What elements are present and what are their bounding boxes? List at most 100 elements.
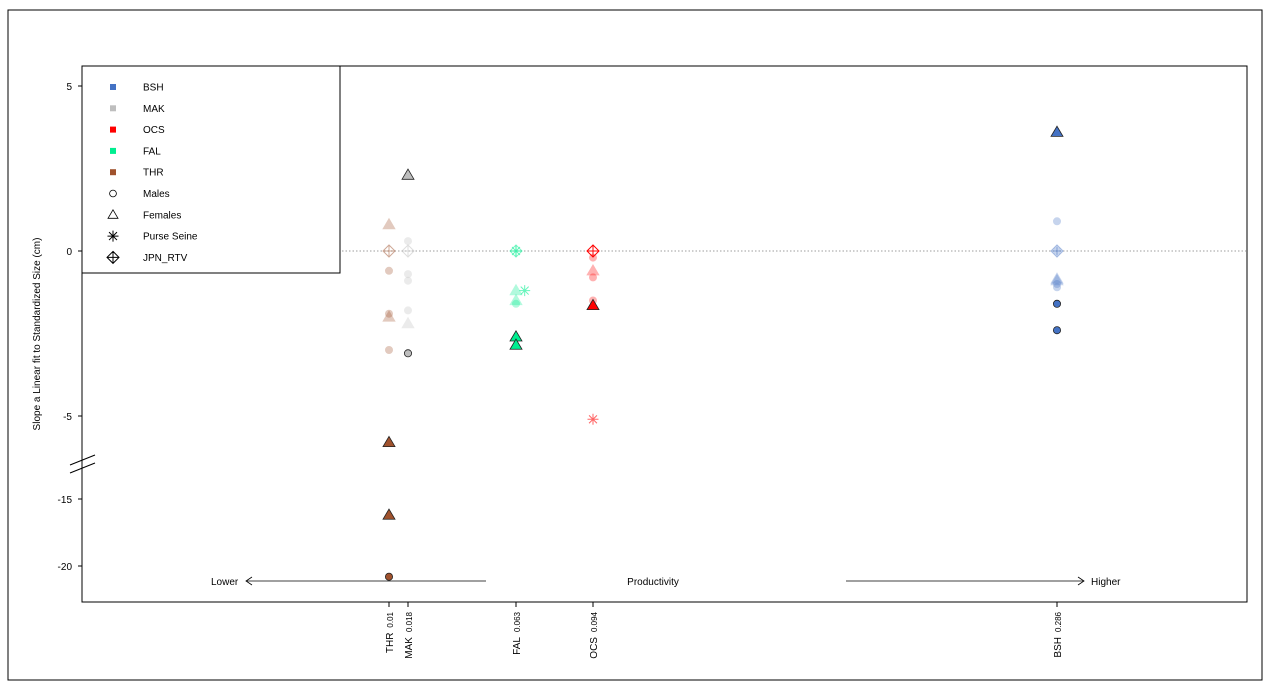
y-axis: 5 0 -5 -15 -20 bbox=[58, 82, 82, 573]
data-point-circle bbox=[1053, 246, 1062, 255]
axis-break-mark bbox=[69, 454, 96, 466]
x-tick-species: BSH bbox=[1053, 637, 1064, 658]
data-point-triangle bbox=[401, 168, 415, 180]
legend-label: FAL bbox=[143, 146, 161, 157]
data-point-triangle bbox=[1050, 125, 1064, 137]
data-point-triangle bbox=[382, 310, 396, 322]
data-point-circle bbox=[1053, 279, 1062, 288]
productivity-axis: Lower Productivity Higher bbox=[211, 576, 1121, 588]
legend-box bbox=[81, 65, 341, 274]
data-point-triangle bbox=[382, 435, 396, 447]
legend-label: OCS bbox=[143, 125, 165, 136]
data-point-circle bbox=[384, 572, 393, 581]
data-point-circle bbox=[1053, 283, 1062, 292]
data-point-circle bbox=[384, 345, 393, 354]
series-mak bbox=[401, 168, 415, 358]
data-point-triangle bbox=[1050, 272, 1064, 284]
legend-entry: Females bbox=[107, 209, 181, 221]
legend-diamond-plus-symbol bbox=[106, 250, 120, 265]
data-point-triangle bbox=[401, 316, 415, 329]
x-tick-productivity: 0.286 bbox=[1054, 611, 1063, 632]
x-tick-productivity: 0.063 bbox=[513, 611, 522, 632]
x-axis: THR 0.01 MAK 0.018 FAL 0.063 OCS 0.094 BSH 0.286 bbox=[385, 602, 1064, 659]
data-point-triangle bbox=[509, 293, 523, 306]
legend-swatch bbox=[110, 147, 116, 154]
legend-entry: FAL bbox=[110, 146, 161, 157]
data-point-triangle bbox=[586, 298, 600, 311]
data-point-circle bbox=[403, 306, 412, 315]
x-tick-label: FAL 0.063 bbox=[512, 611, 523, 654]
x-tick-label: BSH 0.286 bbox=[1053, 611, 1064, 657]
data-point-asterisk bbox=[519, 285, 531, 297]
x-tick-species: MAK bbox=[404, 637, 415, 659]
legend-entry: MAK bbox=[110, 104, 165, 115]
legend-swatch bbox=[110, 105, 116, 112]
data-point-triangle bbox=[586, 264, 600, 276]
data-point-triangle bbox=[1050, 273, 1064, 286]
data-point-triangle bbox=[509, 283, 523, 296]
legend-asterisk-symbol bbox=[107, 230, 119, 242]
legend-entry: Males bbox=[109, 189, 170, 200]
y-tick-label: -5 bbox=[63, 412, 72, 423]
data-point-circle bbox=[403, 270, 412, 279]
data-point-diamond-plus bbox=[586, 244, 600, 258]
y-axis-title: Slope a Linear fit to Standardized Size … bbox=[32, 238, 43, 431]
legend-entry: OCS bbox=[110, 125, 165, 136]
series-bsh bbox=[1050, 125, 1064, 335]
data-point-triangle bbox=[382, 217, 396, 230]
legend-circle-symbol bbox=[109, 189, 117, 198]
x-tick-productivity: 0.018 bbox=[405, 611, 414, 632]
data-point-triangle bbox=[509, 338, 523, 350]
legend-entry: BSH bbox=[110, 83, 164, 94]
data-point-circle bbox=[1053, 217, 1062, 226]
x-tick-species: OCS bbox=[589, 637, 600, 659]
legend-label: MAK bbox=[143, 104, 165, 115]
data-point-diamond-plus bbox=[401, 244, 415, 258]
data-point-asterisk bbox=[587, 413, 599, 425]
x-tick-species: THR bbox=[385, 633, 396, 654]
y-tick-label: 5 bbox=[66, 82, 72, 93]
legend-entry: THR bbox=[110, 168, 164, 179]
legend-label: Females bbox=[143, 210, 181, 221]
x-tick-label: THR 0.01 bbox=[385, 611, 396, 653]
y-axis-break bbox=[69, 454, 96, 474]
y-tick-label: -20 bbox=[58, 562, 73, 573]
data-point-circle bbox=[403, 237, 412, 246]
data-point-circle bbox=[384, 309, 393, 318]
data-point-circle bbox=[1053, 326, 1062, 335]
x-tick-productivity: 0.094 bbox=[590, 611, 599, 632]
data-point-circle bbox=[403, 349, 412, 358]
data-point-triangle bbox=[382, 508, 396, 520]
x-tick-species: FAL bbox=[512, 637, 523, 655]
x-tick-label: OCS 0.094 bbox=[589, 611, 600, 658]
data-point-diamond-plus bbox=[1050, 244, 1064, 258]
series-fal bbox=[509, 244, 531, 350]
axis-break-mark bbox=[69, 462, 96, 474]
legend-swatch bbox=[110, 126, 116, 133]
y-tick-label: 0 bbox=[66, 247, 72, 258]
data-point-circle bbox=[403, 276, 412, 285]
x-tick-label: MAK 0.018 bbox=[404, 611, 415, 658]
lower-arrow-head bbox=[245, 576, 253, 586]
series-ocs bbox=[586, 244, 600, 425]
productivity-lower-label: Lower bbox=[211, 577, 239, 588]
data-points bbox=[382, 125, 1064, 581]
productivity-center-label: Productivity bbox=[627, 577, 679, 588]
data-point-circle bbox=[589, 273, 598, 282]
data-point-asterisk bbox=[510, 245, 522, 257]
legend-triangle-symbol bbox=[107, 209, 119, 219]
higher-arrow-head bbox=[1077, 576, 1085, 586]
legend-swatch bbox=[110, 169, 116, 176]
plot-area bbox=[81, 65, 1248, 603]
legend-label: Purse Seine bbox=[143, 232, 198, 243]
legend-entry: Purse Seine bbox=[107, 230, 198, 243]
legend-entry: JPN_RTV bbox=[106, 250, 188, 265]
data-point-circle bbox=[384, 266, 393, 275]
data-point-circle bbox=[589, 253, 598, 262]
productivity-higher-label: Higher bbox=[1091, 577, 1121, 588]
series-thr bbox=[382, 217, 396, 581]
legend-label: JPN_RTV bbox=[143, 253, 188, 264]
data-point-circle bbox=[512, 299, 521, 308]
legend-label: THR bbox=[143, 168, 164, 179]
